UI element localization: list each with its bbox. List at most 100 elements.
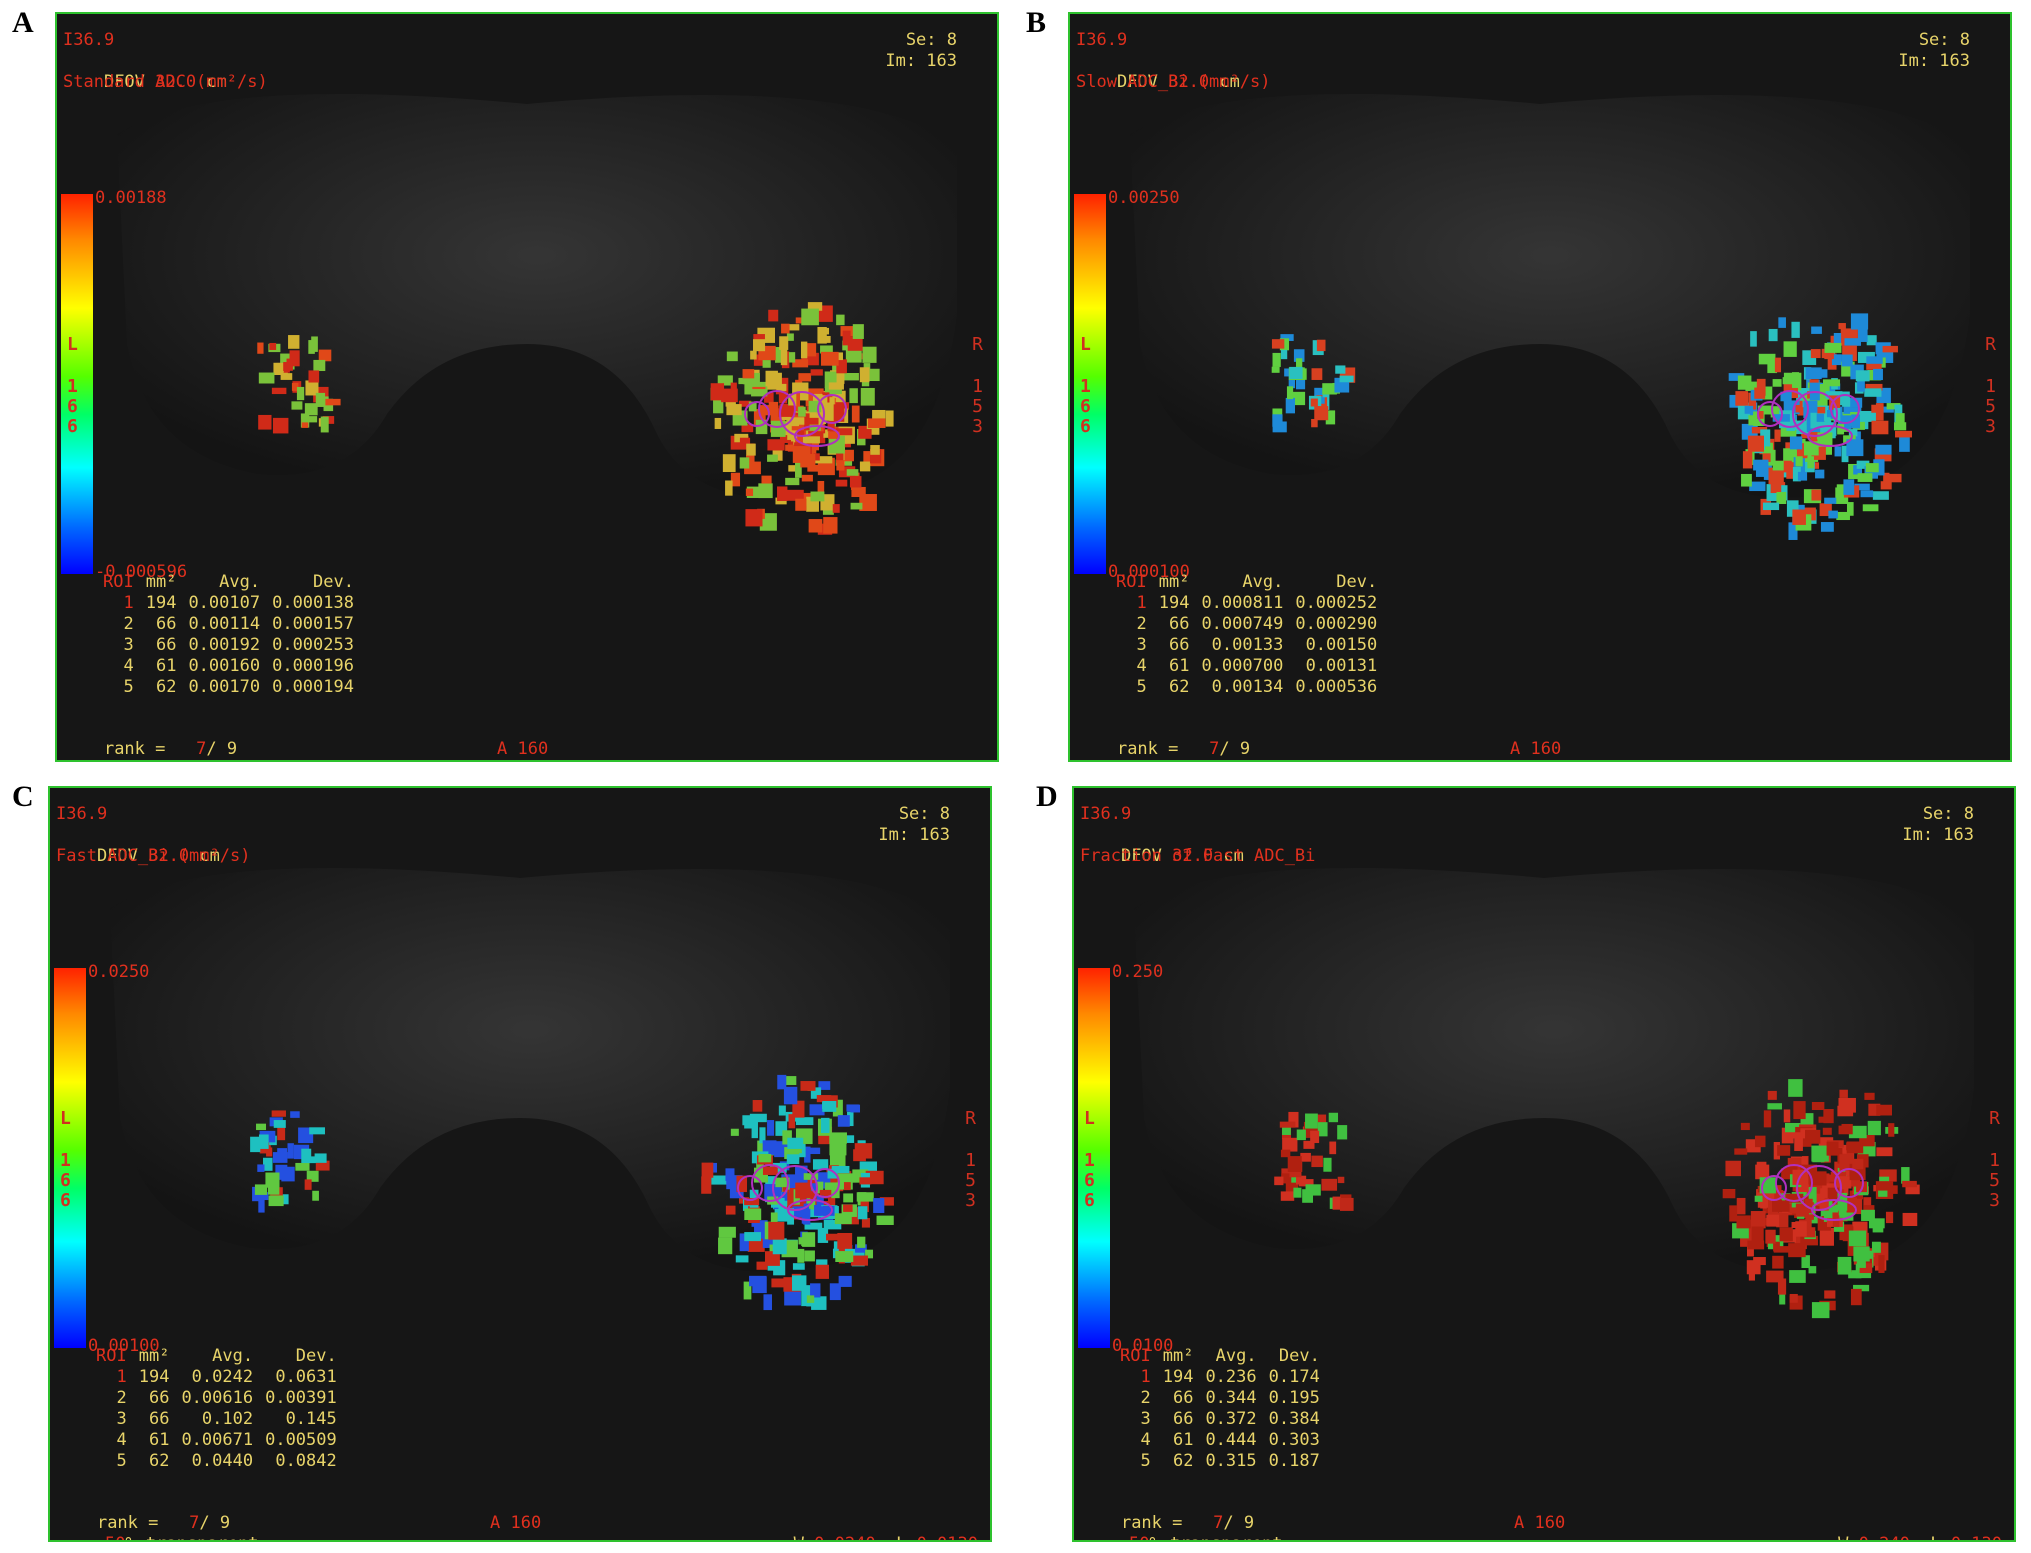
lesion-pixel <box>314 1153 327 1163</box>
lesion-pixel <box>277 1127 286 1141</box>
lesion-pixel <box>305 380 319 396</box>
panel-a[interactable]: I36.9 DFOV 32.0 cm Standard ADC (mm²/s) … <box>55 12 999 762</box>
rank-total: / 9 <box>206 739 238 759</box>
lesion-pixel <box>1821 348 1831 359</box>
lesion-pixel <box>1882 345 1898 353</box>
roi-average: 0.0440 <box>191 1451 254 1471</box>
lesion-pixel <box>742 369 755 379</box>
lesion-pixel <box>1282 1137 1298 1152</box>
color-scale-min: 0.00100 <box>88 1336 160 1356</box>
lesion-pixel <box>1755 465 1765 477</box>
roi-number: 2 <box>1136 614 1147 634</box>
panel-b[interactable]: I36.9 DFOV 32.0 cm Slow ADC_Bi (mm²/s) S… <box>1068 12 2012 762</box>
lesion-pixel <box>873 1198 885 1213</box>
lesion-pixel <box>1866 361 1882 370</box>
roi-number: 3 <box>116 1409 127 1429</box>
lesion-pixel <box>787 1208 795 1225</box>
lesion-pixel <box>1754 1195 1763 1202</box>
lesion-pixel <box>1828 510 1838 519</box>
lesion-pixel <box>812 1159 829 1170</box>
lesion-pixel <box>1885 473 1902 483</box>
lesion-pixel <box>1272 352 1281 367</box>
lesion-pixel <box>1811 326 1822 334</box>
lesion-pixel <box>785 1076 797 1085</box>
lesion-pixel <box>817 480 825 496</box>
lesion-pixel <box>1736 1215 1751 1229</box>
mri-image <box>1074 788 2014 1540</box>
lesion-pixel <box>1885 1211 1894 1224</box>
lesion-pixel <box>726 351 738 362</box>
lesion-pixel <box>1754 387 1766 399</box>
image-number: Im: 163 <box>885 51 957 71</box>
lesion-pixel <box>1791 1221 1800 1228</box>
lesion-pixel <box>770 420 786 437</box>
lesion-pixel <box>767 439 785 451</box>
roi-average: 0.236 <box>1205 1367 1257 1387</box>
level-label: L <box>896 1534 906 1540</box>
lesion-pixel <box>792 359 809 368</box>
lesion-pixel <box>816 1181 824 1194</box>
lesion-pixel <box>250 1136 261 1153</box>
lesion-pixel <box>1305 1184 1321 1196</box>
lesion-pixel <box>857 1236 866 1248</box>
panel-d[interactable]: I36.9 DFOV 32.0 cm Fraction of Fast ADC_… <box>1072 786 2016 1542</box>
lesion-pixel <box>1836 484 1845 493</box>
lesion-pixel <box>1824 342 1842 353</box>
lesion-pixel <box>1827 1187 1839 1203</box>
lesion-pixel <box>835 428 853 436</box>
lesion-pixel <box>861 1217 870 1228</box>
lesion-pixel <box>1895 430 1912 438</box>
panel-c[interactable]: I36.9 DFOV 32.0 cm Fast ADC_Bi (mm²/s) S… <box>48 786 992 1542</box>
lesion-pixel <box>1772 1200 1790 1212</box>
lesion-pixel <box>820 345 833 354</box>
lesion-pixel <box>856 1192 874 1202</box>
roi-row: 3 66 0.102 0.145 <box>90 1409 343 1430</box>
lesion-pixel <box>1757 411 1764 419</box>
lesion-pixel <box>1300 1152 1311 1162</box>
lesion-pixel <box>1305 1113 1318 1129</box>
lesion-pixel <box>811 1296 827 1310</box>
series-label: Se: 8 <box>905 30 957 50</box>
window-label: W <box>1838 1534 1848 1540</box>
color-scale-bar <box>1074 194 1106 574</box>
lesion-pixel <box>1810 349 1821 359</box>
lesion-pixel <box>1302 1189 1314 1203</box>
lesion-pixel <box>257 342 264 354</box>
window-level-line: W 0.00246 L 0.000645 <box>729 739 985 760</box>
lesion-pixel <box>1279 338 1290 351</box>
lesion-pixel <box>816 1095 832 1103</box>
lesion-pixel <box>1777 1145 1791 1156</box>
lesion-pixel <box>786 489 804 501</box>
roi-row: 1 194 0.000811 0.000252 <box>1110 593 1383 614</box>
lesion-pixel <box>1805 1129 1821 1144</box>
lesion-pixel <box>751 1121 758 1139</box>
roi-header-dev: Dev. <box>1336 572 1378 592</box>
rank-value: 7 <box>196 739 207 759</box>
lesion-pixel <box>1810 1216 1825 1224</box>
lesion-pixel <box>1860 490 1874 498</box>
lesion-pixel <box>1776 1212 1789 1228</box>
position-label: A 160 <box>1514 1513 1566 1533</box>
lesion-pixel <box>827 421 835 432</box>
image-number: Im: 163 <box>1902 825 1974 845</box>
roi-area: 66 <box>1168 614 1190 634</box>
lesion-pixel <box>845 347 862 363</box>
color-scale-bar <box>61 194 93 574</box>
level-label: L <box>1906 760 1916 762</box>
roi-area: 61 <box>155 656 177 676</box>
lesion-pixel <box>855 1244 867 1253</box>
roi-average: 0.000749 <box>1201 614 1284 634</box>
lesion-pixel <box>1793 1101 1806 1120</box>
rank-value: 7 <box>1213 1513 1224 1533</box>
lesion-pixel <box>1778 317 1786 328</box>
lesion-pixel <box>301 416 318 423</box>
lesion-pixel <box>859 461 871 472</box>
lesion-pixel <box>1901 1167 1910 1184</box>
lesion-pixel <box>860 387 875 406</box>
roi-number: 4 <box>1140 1430 1151 1450</box>
lesion-pixel <box>1800 1235 1818 1246</box>
lesion-pixel <box>772 1238 787 1255</box>
lesion-pixel <box>1770 482 1786 494</box>
lesion-pixel <box>1788 1203 1802 1214</box>
transparency-label: % transparent <box>132 760 265 762</box>
